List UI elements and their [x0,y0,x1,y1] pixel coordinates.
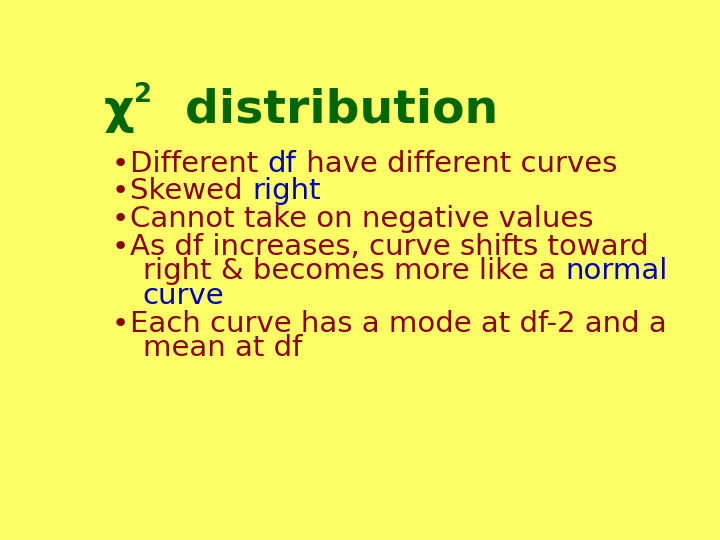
Text: Different: Different [130,150,268,178]
Text: right: right [252,177,320,205]
Text: Each curve has a mode at df-2 and a: Each curve has a mode at df-2 and a [130,309,667,338]
Text: Skewed: Skewed [130,177,252,205]
Text: •: • [112,205,129,233]
Text: normal: normal [565,257,667,285]
Text: χ: χ [104,88,135,133]
Text: curve: curve [143,282,225,310]
Text: have different curves: have different curves [297,150,617,178]
Text: •: • [112,309,129,338]
Text: Cannot take on negative values: Cannot take on negative values [130,205,594,233]
Text: distribution: distribution [153,88,499,133]
Text: •: • [112,177,129,205]
Text: mean at df: mean at df [143,334,302,362]
Text: right & becomes more like a: right & becomes more like a [143,257,565,285]
Text: •: • [112,150,129,178]
Text: •: • [112,233,129,261]
Text: df: df [268,150,297,178]
Text: 2: 2 [135,82,153,108]
Text: As df increases, curve shifts toward: As df increases, curve shifts toward [130,233,649,261]
